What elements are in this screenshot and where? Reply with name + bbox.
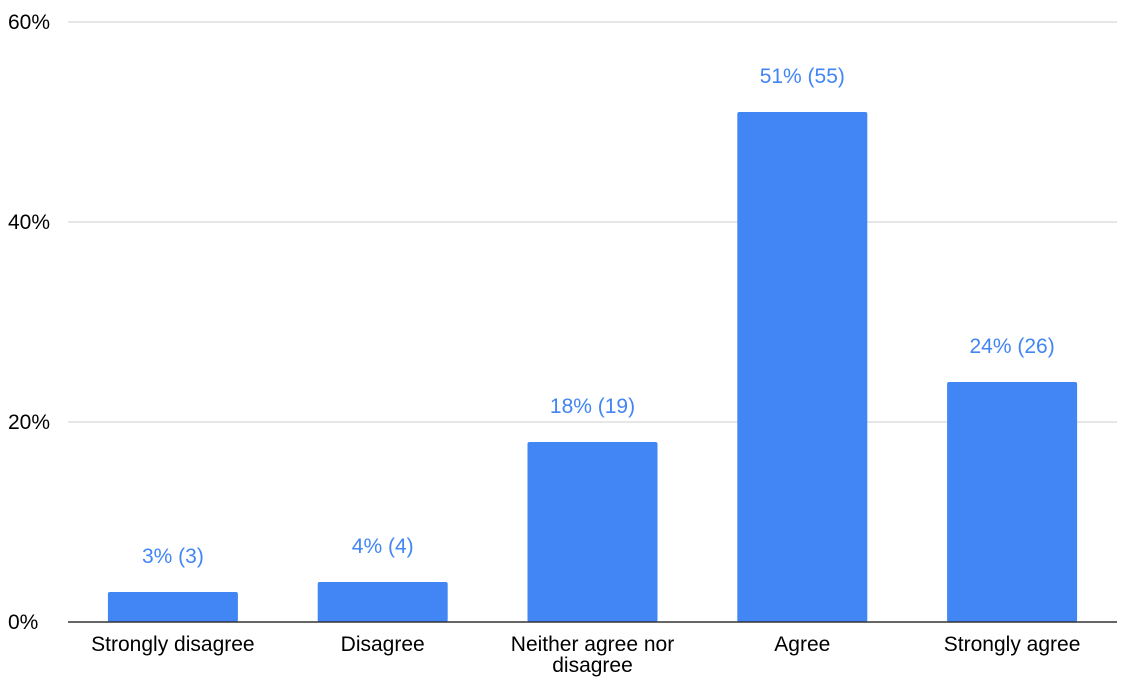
y-tick-label: 0% [8, 611, 38, 634]
data-label: 3% (3) [142, 545, 204, 568]
data-labels: 3% (3) 4% (4) 18% (19) 51% (55) 24% (26) [142, 65, 1055, 568]
y-axis-ticks: 0% 20% 40% 60% [8, 11, 50, 634]
bar [107, 592, 238, 622]
category-labels: Strongly disagree Disagree Neither agree n… [91, 633, 1080, 677]
category-label: Strongly agree [944, 633, 1081, 656]
y-tick-label: 60% [8, 11, 50, 34]
gridlines [68, 21, 1117, 423]
data-label: 4% (4) [352, 535, 414, 558]
y-tick-label: 40% [8, 211, 50, 234]
category-label: Strongly disagree [91, 633, 254, 656]
data-label: 51% (55) [760, 65, 845, 88]
bar [947, 382, 1078, 622]
data-label: 24% (26) [969, 335, 1054, 358]
category-label: Neither agree nor disagree [511, 633, 674, 677]
bars [107, 112, 1078, 622]
bar [317, 582, 448, 622]
y-tick-label: 20% [8, 411, 50, 434]
bar [737, 112, 868, 622]
category-label: Disagree [341, 633, 425, 656]
category-label: Agree [774, 633, 830, 656]
data-label: 18% (19) [550, 395, 635, 418]
bar [527, 442, 658, 622]
